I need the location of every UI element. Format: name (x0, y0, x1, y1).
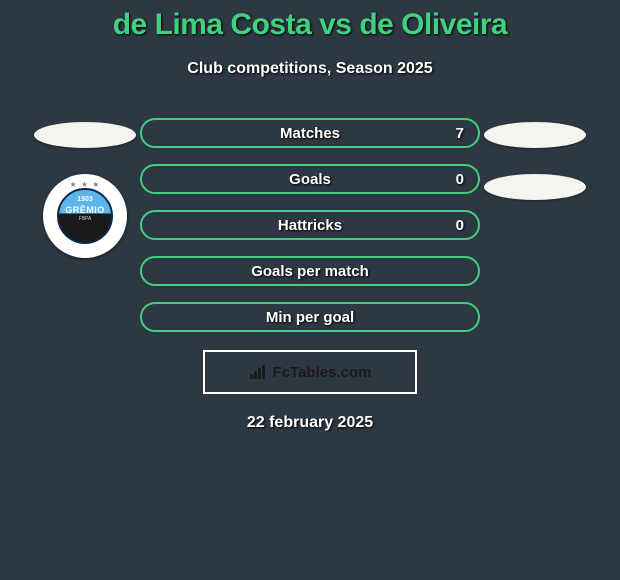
date-text: 22 february 2025 (247, 414, 373, 432)
club-badge-left: ★ ★ ★ 1903 GRÊMIO FBPA (43, 174, 127, 258)
badge-year: 1903 (77, 196, 93, 203)
stat-pills: Matches 7 Goals 0 Hattricks 0 Goals per … (140, 118, 480, 332)
badge-stars-icon: ★ ★ ★ (70, 180, 101, 189)
stat-row-min-per-goal: Min per goal (140, 302, 480, 332)
stat-value: 7 (456, 125, 464, 142)
stats-area: ★ ★ ★ 1903 GRÊMIO FBPA Matches 7 Goals 0… (0, 118, 620, 332)
stat-row-hattricks: Hattricks 0 (140, 210, 480, 240)
brand-text: FcTables.com (273, 364, 372, 381)
badge-inner: 1903 GRÊMIO FBPA (57, 188, 113, 244)
stat-label: Matches (280, 125, 340, 142)
right-column (480, 118, 590, 200)
left-column: ★ ★ ★ 1903 GRÊMIO FBPA (30, 118, 140, 258)
stat-value: 0 (456, 171, 464, 188)
stat-label: Min per goal (266, 309, 354, 326)
stat-row-matches: Matches 7 (140, 118, 480, 148)
stat-label: Goals (289, 171, 331, 188)
badge-sub: FBPA (79, 216, 92, 222)
stat-value: 0 (456, 217, 464, 234)
page-subtitle: Club competitions, Season 2025 (187, 60, 432, 78)
stat-row-goals: Goals 0 (140, 164, 480, 194)
page-title: de Lima Costa vs de Oliveira (113, 8, 508, 42)
player-placeholder-right-2 (484, 174, 586, 200)
stat-row-goals-per-match: Goals per match (140, 256, 480, 286)
badge-name: GRÊMIO (65, 205, 105, 215)
player-placeholder-right-1 (484, 122, 586, 148)
chart-bars-icon (249, 364, 269, 380)
main-container: de Lima Costa vs de Oliveira Club compet… (0, 0, 620, 432)
stat-label: Goals per match (251, 263, 369, 280)
brand-inner: FcTables.com (249, 364, 372, 381)
player-placeholder-left (34, 122, 136, 148)
stat-label: Hattricks (278, 217, 342, 234)
brand-box[interactable]: FcTables.com (203, 350, 417, 394)
